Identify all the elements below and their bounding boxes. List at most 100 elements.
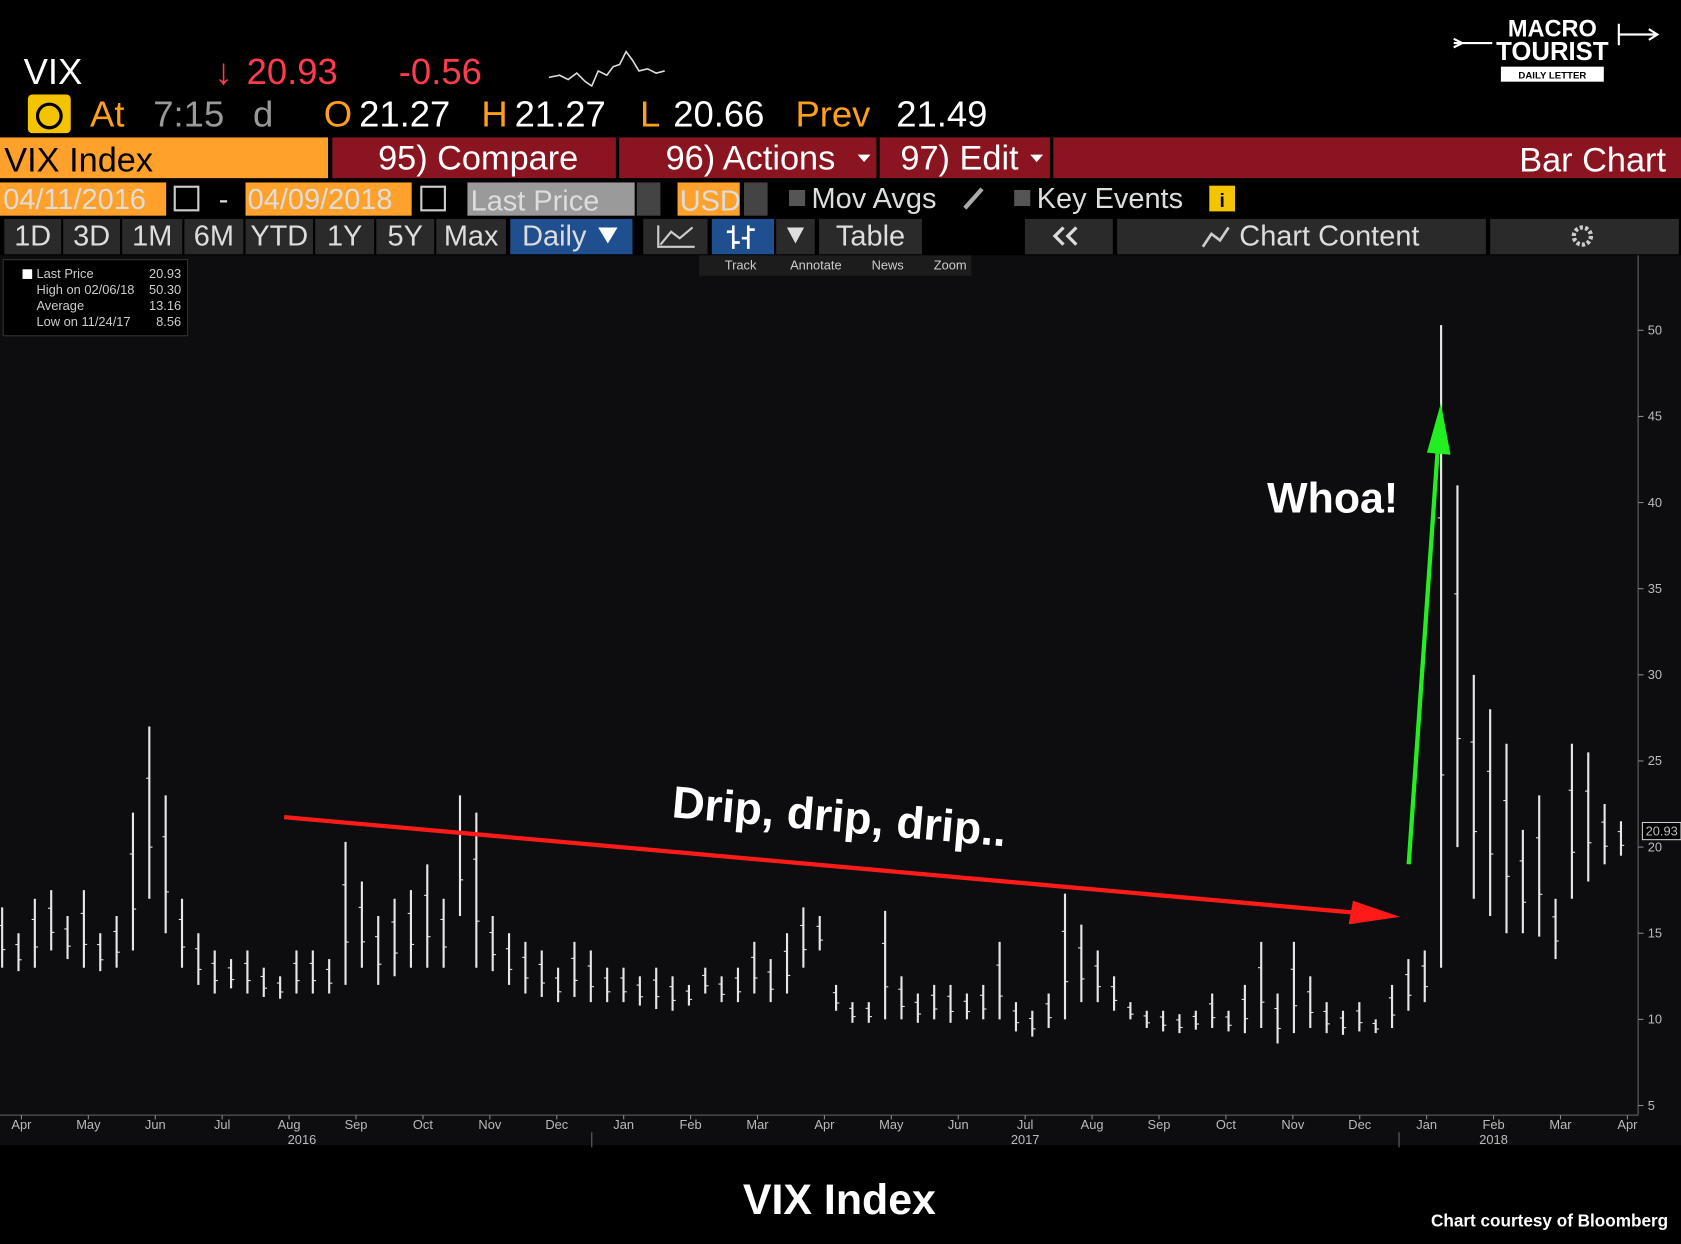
key-events[interactable]: Key Events: [1037, 183, 1183, 215]
x-tick-label: Jul: [214, 1117, 230, 1132]
table-button[interactable]: [819, 218, 922, 255]
bar-chart-button[interactable]: [711, 218, 775, 255]
tool-label[interactable]: News: [872, 257, 904, 272]
end-date-box[interactable]: [245, 182, 412, 216]
last: 20.93: [247, 51, 338, 92]
period-label[interactable]: 6M: [194, 221, 234, 253]
tool-strip: [698, 255, 972, 276]
chart-content[interactable]: Chart Content: [1239, 221, 1419, 253]
table-label[interactable]: Table: [836, 221, 905, 253]
x-tick-label: Apr: [11, 1117, 32, 1132]
period-button[interactable]: [184, 218, 244, 255]
calendar-icon[interactable]: [173, 185, 200, 212]
start-date-box[interactable]: [0, 182, 167, 216]
open-label: O: [324, 94, 352, 135]
currency-dropdown[interactable]: [744, 182, 768, 216]
compare-button[interactable]: 95) Compare: [378, 140, 578, 178]
x-tick-label: Aug: [1081, 1117, 1104, 1132]
legend-value: 13.16: [149, 298, 181, 313]
x-tick-label: Feb: [1482, 1117, 1504, 1132]
sparkline: [548, 50, 665, 88]
checkbox[interactable]: [1014, 189, 1031, 207]
tool-label[interactable]: Track: [725, 257, 757, 272]
period-label[interactable]: YTD: [250, 221, 308, 253]
period-button[interactable]: [376, 218, 435, 255]
dropdown-caret: [786, 227, 805, 244]
start-date[interactable]: 04/11/2016: [3, 184, 146, 216]
legend-label: Low on 11/24/17: [36, 314, 130, 329]
dropdown-caret: [598, 227, 618, 244]
period-button[interactable]: [315, 218, 375, 255]
bar-chart-icon: [726, 225, 755, 249]
dropdown-caret: [857, 154, 871, 163]
high-label: H: [481, 94, 507, 135]
trend-arrow-head: [1348, 900, 1401, 925]
trend-arrow: [283, 814, 1354, 915]
security[interactable]: VIX Index: [4, 142, 153, 180]
y-tick-label: 35: [1648, 581, 1662, 596]
period-buttons: 1D 3D 1M 6M YTD 1Y 5Y Max: [4, 218, 507, 255]
x-tick-label: Nov: [1281, 1117, 1304, 1132]
calendar-icon[interactable]: [420, 185, 446, 212]
x-tick-label: Sep: [345, 1117, 368, 1132]
info-icon[interactable]: [1209, 185, 1236, 212]
y-tick-label: 20: [1648, 839, 1662, 854]
tool-label[interactable]: Zoom: [934, 257, 967, 272]
x-tick-label: Jan: [613, 1117, 634, 1132]
whoa-annotation: Whoa!: [1267, 475, 1398, 523]
x-tick-label: Apr: [1617, 1117, 1638, 1132]
currency[interactable]: USD: [680, 185, 741, 217]
settings-button[interactable]: [1490, 218, 1679, 255]
currency-box[interactable]: [677, 182, 740, 216]
period-button[interactable]: [122, 218, 183, 255]
period-button[interactable]: [436, 218, 507, 255]
prev: 21.49: [896, 94, 987, 135]
period-button[interactable]: [63, 218, 121, 255]
chart-content-button[interactable]: [1117, 218, 1486, 255]
y-tick-label: 40: [1648, 495, 1662, 510]
security-box[interactable]: [0, 137, 329, 179]
x-tick-label: Mar: [1549, 1117, 1572, 1132]
legend-value: 8.56: [156, 314, 181, 329]
legend-swatch: [22, 269, 33, 279]
y-tick-label: 50: [1648, 323, 1662, 338]
spike-arrow-head: [1426, 403, 1451, 455]
last-price-tag: [1641, 821, 1681, 841]
prev-label: Prev: [795, 94, 871, 135]
chart-kind[interactable]: Bar Chart: [1519, 142, 1666, 180]
mov-avgs[interactable]: Mov Avgs: [812, 183, 937, 215]
period-label[interactable]: 1M: [132, 221, 172, 253]
period-button[interactable]: [245, 218, 314, 255]
period-button[interactable]: [4, 218, 62, 255]
frequency[interactable]: Daily: [522, 221, 587, 253]
legend-label: High on 02/06/18: [36, 282, 134, 297]
end-date[interactable]: 04/09/2018: [248, 184, 393, 216]
year-label: 2016: [288, 1132, 317, 1147]
pencil-icon[interactable]: [963, 187, 984, 210]
y-tick-label: 30: [1648, 667, 1662, 682]
field[interactable]: Last Price: [471, 185, 600, 217]
logo-arrows: [1453, 23, 1660, 49]
logo-line1: MACRO: [1508, 16, 1597, 42]
legend-value: 20.93: [149, 266, 181, 281]
field-box[interactable]: [467, 182, 635, 216]
chart-content-icon: [1201, 226, 1230, 248]
period-label[interactable]: 1D: [14, 221, 51, 253]
edit-button[interactable]: 97) Edit: [900, 140, 1019, 178]
settings-icon: [1571, 225, 1594, 247]
field-dropdown[interactable]: [636, 182, 661, 216]
actions-button[interactable]: 96) Actions: [666, 140, 836, 178]
y-tick-label: 10: [1648, 1012, 1662, 1027]
tool-label[interactable]: Annotate: [790, 257, 841, 272]
frequency-box[interactable]: [510, 218, 633, 255]
period-label[interactable]: 3D: [73, 221, 110, 253]
checkbox[interactable]: [789, 189, 806, 207]
legend-label: Last Price: [36, 266, 93, 281]
period-label[interactable]: 5Y: [388, 221, 423, 253]
legend: Last Price 20.93 High on 02/06/18 50.30 Aver…: [22, 266, 181, 329]
period-label[interactable]: Max: [444, 221, 499, 253]
period-label[interactable]: 1Y: [327, 221, 362, 253]
ticker: VIX: [24, 51, 83, 92]
logo-line3: DAILY LETTER: [1518, 70, 1586, 81]
line-chart-button[interactable]: [643, 218, 708, 255]
